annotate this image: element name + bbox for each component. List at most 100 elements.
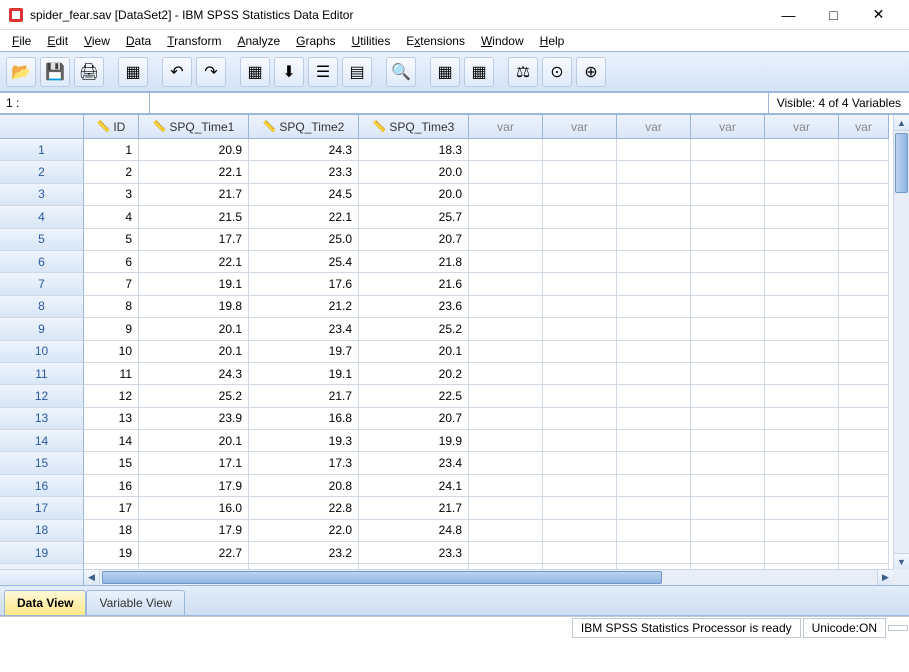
open-button[interactable]: 📂 xyxy=(6,57,36,87)
row-header[interactable]: 1 xyxy=(0,139,84,161)
save-button[interactable]: 💾 xyxy=(40,57,70,87)
cell-empty[interactable] xyxy=(765,475,839,497)
cell-id[interactable]: 10 xyxy=(84,341,139,363)
undo-button[interactable]: ↶ xyxy=(162,57,192,87)
row-header[interactable]: 17 xyxy=(0,497,84,519)
cell-empty[interactable] xyxy=(543,542,617,564)
cell-empty[interactable] xyxy=(765,296,839,318)
weight-cases-button[interactable]: ⚖ xyxy=(508,57,538,87)
cell-id[interactable]: 6 xyxy=(84,251,139,273)
row-header[interactable]: 2 xyxy=(0,161,84,183)
cell-time1[interactable]: 22.7 xyxy=(139,542,249,564)
cell-empty[interactable] xyxy=(691,430,765,452)
close-button[interactable]: ✕ xyxy=(856,1,901,29)
cell-time1[interactable]: 21.7 xyxy=(139,184,249,206)
cell-empty[interactable] xyxy=(765,318,839,340)
run-button[interactable]: ▤ xyxy=(342,57,372,87)
cell-empty[interactable] xyxy=(691,184,765,206)
cell-time1[interactable]: 25.2 xyxy=(139,385,249,407)
cell-value-input[interactable] xyxy=(150,93,768,113)
cell-empty[interactable] xyxy=(469,229,543,251)
cell-empty[interactable] xyxy=(543,430,617,452)
value-labels-button[interactable]: ⊕ xyxy=(576,57,606,87)
menu-file[interactable]: File xyxy=(4,32,39,50)
cell-empty[interactable] xyxy=(543,497,617,519)
cell-time1[interactable]: 17.9 xyxy=(139,475,249,497)
cell-empty[interactable] xyxy=(543,363,617,385)
cell-empty[interactable] xyxy=(617,430,691,452)
goto-variable-button[interactable]: ⬇ xyxy=(274,57,304,87)
cell-empty[interactable] xyxy=(617,497,691,519)
cell-empty[interactable] xyxy=(765,229,839,251)
cell-empty[interactable] xyxy=(839,318,889,340)
cell-empty[interactable] xyxy=(839,273,889,295)
cell-empty[interactable] xyxy=(691,296,765,318)
scroll-left-arrow[interactable]: ◀ xyxy=(84,570,100,585)
cell-empty[interactable] xyxy=(617,408,691,430)
cell-empty[interactable] xyxy=(469,139,543,161)
cell-empty[interactable] xyxy=(469,318,543,340)
cell-empty[interactable] xyxy=(617,385,691,407)
cell-empty[interactable] xyxy=(839,430,889,452)
maximize-button[interactable]: □ xyxy=(811,1,856,29)
cell-id[interactable]: 15 xyxy=(84,452,139,474)
cell-time1[interactable]: 19.1 xyxy=(139,273,249,295)
cell-time1[interactable]: 23.9 xyxy=(139,408,249,430)
column-header-var[interactable]: var xyxy=(543,115,617,139)
cell-time2[interactable]: 24.5 xyxy=(249,184,359,206)
column-header-var[interactable]: var xyxy=(691,115,765,139)
cell-empty[interactable] xyxy=(691,341,765,363)
cell-time1[interactable]: 19.8 xyxy=(139,296,249,318)
cell-time3[interactable]: 25.7 xyxy=(359,206,469,228)
cell-time3[interactable]: 23.3 xyxy=(359,542,469,564)
cell-empty[interactable] xyxy=(765,341,839,363)
cell-empty[interactable] xyxy=(617,184,691,206)
cell-time2[interactable]: 23.2 xyxy=(249,542,359,564)
cell-empty[interactable] xyxy=(691,318,765,340)
tab-data-view[interactable]: Data View xyxy=(4,590,86,615)
cell-empty[interactable] xyxy=(765,363,839,385)
cell-empty[interactable] xyxy=(469,251,543,273)
cell-id[interactable]: 19 xyxy=(84,542,139,564)
cell-time2[interactable]: 25.4 xyxy=(249,251,359,273)
cell-empty[interactable] xyxy=(765,251,839,273)
menu-transform[interactable]: Transform xyxy=(159,32,229,50)
cell-empty[interactable] xyxy=(691,520,765,542)
cell-empty[interactable] xyxy=(543,452,617,474)
cell-time2[interactable]: 22.0 xyxy=(249,520,359,542)
cell-empty[interactable] xyxy=(617,229,691,251)
find-button[interactable]: 🔍 xyxy=(386,57,416,87)
menu-graphs[interactable]: Graphs xyxy=(288,32,343,50)
cell-empty[interactable] xyxy=(469,430,543,452)
cell-id[interactable]: 7 xyxy=(84,273,139,295)
menu-view[interactable]: View xyxy=(76,32,118,50)
row-header[interactable]: 11 xyxy=(0,363,84,385)
cell-empty[interactable] xyxy=(469,296,543,318)
row-header[interactable]: 19 xyxy=(0,542,84,564)
cell-empty[interactable] xyxy=(469,341,543,363)
cell-time1[interactable]: 17.7 xyxy=(139,229,249,251)
cell-empty[interactable] xyxy=(765,520,839,542)
cell-empty[interactable] xyxy=(543,296,617,318)
cell-empty[interactable] xyxy=(839,385,889,407)
cell-id[interactable]: 12 xyxy=(84,385,139,407)
cell-empty[interactable] xyxy=(691,497,765,519)
cell-time1[interactable]: 20.1 xyxy=(139,341,249,363)
column-header-var[interactable]: var xyxy=(617,115,691,139)
cell-time3[interactable]: 20.1 xyxy=(359,341,469,363)
cell-empty[interactable] xyxy=(617,139,691,161)
cell-empty[interactable] xyxy=(469,184,543,206)
cell-empty[interactable] xyxy=(765,497,839,519)
horizontal-scroll-thumb[interactable] xyxy=(102,571,662,584)
cell-empty[interactable] xyxy=(839,341,889,363)
cell-empty[interactable] xyxy=(691,385,765,407)
cell-empty[interactable] xyxy=(839,408,889,430)
cell-empty[interactable] xyxy=(469,161,543,183)
cell-time3[interactable]: 22.5 xyxy=(359,385,469,407)
cell-time1[interactable]: 22.1 xyxy=(139,251,249,273)
cell-time3[interactable]: 20.7 xyxy=(359,408,469,430)
cell-empty[interactable] xyxy=(839,363,889,385)
cell-time3[interactable]: 21.6 xyxy=(359,273,469,295)
cell-time1[interactable]: 20.9 xyxy=(139,139,249,161)
cell-time3[interactable]: 24.1 xyxy=(359,475,469,497)
